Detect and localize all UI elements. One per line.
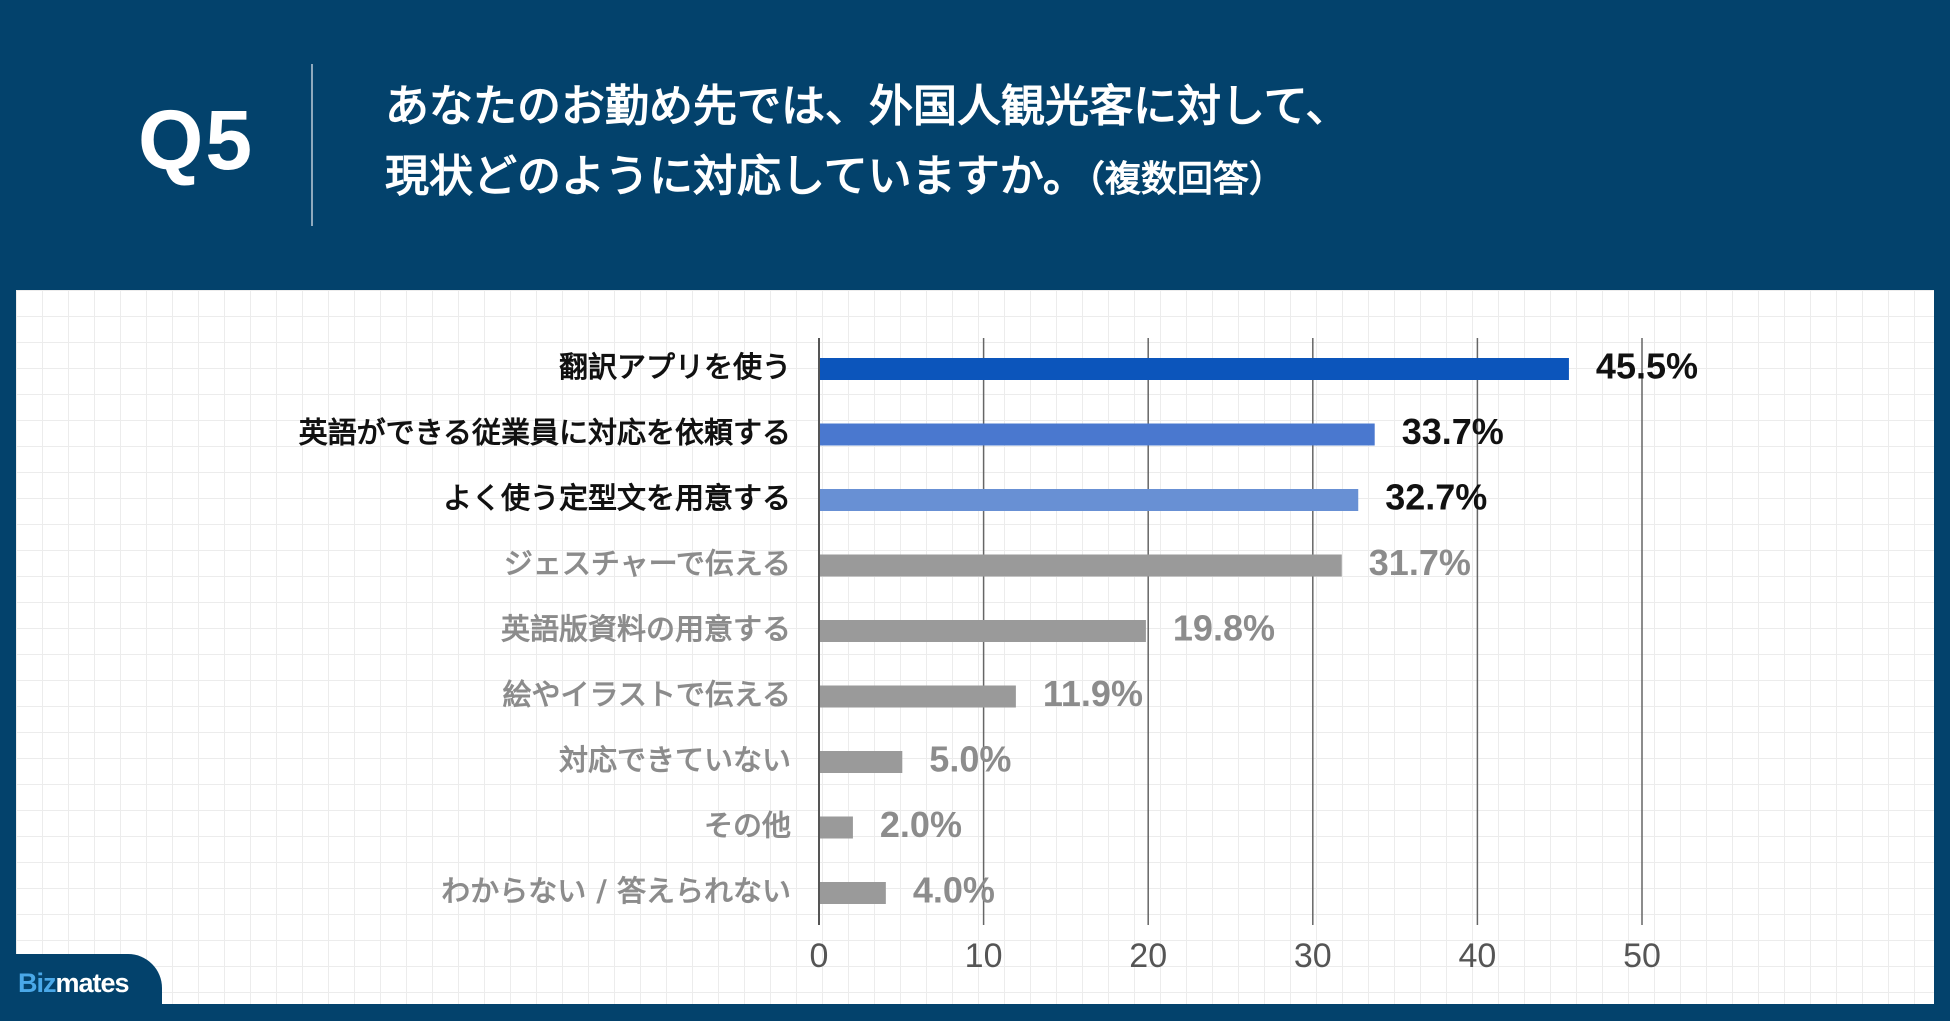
value-label-9: 4.0% (913, 870, 995, 911)
brand-logo: Bizmates (18, 968, 130, 999)
category-label-6: 絵やイラストで伝える (502, 678, 791, 712)
question-line-2: 現状どのように対応していますか。（複数回答） (385, 142, 1885, 215)
logo-tab (0, 954, 162, 1004)
tick-label-x-20: 20 (1129, 937, 1167, 975)
tick-label-x-50: 50 (1623, 937, 1661, 975)
bar-6 (820, 685, 1016, 708)
brand-logo-part2: mates (55, 968, 130, 998)
bar-9 (820, 882, 886, 904)
bar-2 (820, 423, 1375, 446)
header-divider (311, 64, 313, 226)
bar-7 (820, 751, 903, 773)
category-label-5: 英語版資料の用意する (501, 612, 791, 646)
tick-label-x-0: 0 (810, 937, 829, 975)
value-label-2: 33.7% (1402, 411, 1504, 452)
value-label-6: 11.9% (1043, 673, 1143, 714)
category-label-8: その他 (704, 809, 791, 843)
category-label-2: 英語ができる従業員に対応を依頼する (299, 416, 791, 450)
question-line-2-main: 現状どのように対応していますか。 (385, 151, 1087, 202)
value-label-1: 45.5% (1596, 346, 1698, 387)
bar-3 (820, 489, 1359, 511)
brand-logo-part1: Biz (18, 968, 56, 998)
bar-1 (820, 358, 1569, 380)
value-label-8: 2.0% (880, 804, 962, 845)
value-label-3: 32.7% (1385, 477, 1487, 518)
question-line-1: あなたのお勤め先では、外国人観光客に対して、 (385, 81, 1350, 132)
tick-label-x-40: 40 (1458, 937, 1496, 975)
bar-chart: 0 10 20 30 40 50 翻訳アプリを使う 45.5% 英語ができる従業員に対応を依頼す… (299, 338, 1698, 975)
value-label-7: 5.0% (929, 739, 1011, 780)
value-label-4: 31.7% (1369, 542, 1471, 583)
category-label-9: わからない / 答えられない (441, 874, 791, 908)
bar-5 (820, 620, 1146, 642)
value-label-5: 19.8% (1173, 608, 1275, 649)
question-note: （複数回答） (1086, 159, 1285, 200)
category-label-1: 翻訳アプリを使う (559, 350, 791, 384)
bar-4 (820, 554, 1342, 577)
category-label-7: 対応できていない (559, 743, 791, 777)
question-number: Q5 (138, 93, 255, 187)
question-text: あなたのお勤め先では、外国人観光客に対して、 現状どのように対応していますか。（… (385, 72, 1885, 215)
bar-8 (820, 816, 853, 839)
tick-label-x-30: 30 (1294, 937, 1332, 975)
category-label-4: ジェスチャーで伝える (504, 547, 791, 581)
header: Q5 あなたのお勤め先では、外国人観光客に対して、 現状どのように対応しています… (0, 0, 1950, 290)
category-label-3: よく使う定型文を用意する (443, 481, 791, 515)
chart-panel: 0 10 20 30 40 50 翻訳アプリを使う 45.5% 英語ができる従業員に対応を依頼す… (16, 290, 1934, 1004)
tick-label-x-10: 10 (965, 937, 1003, 975)
